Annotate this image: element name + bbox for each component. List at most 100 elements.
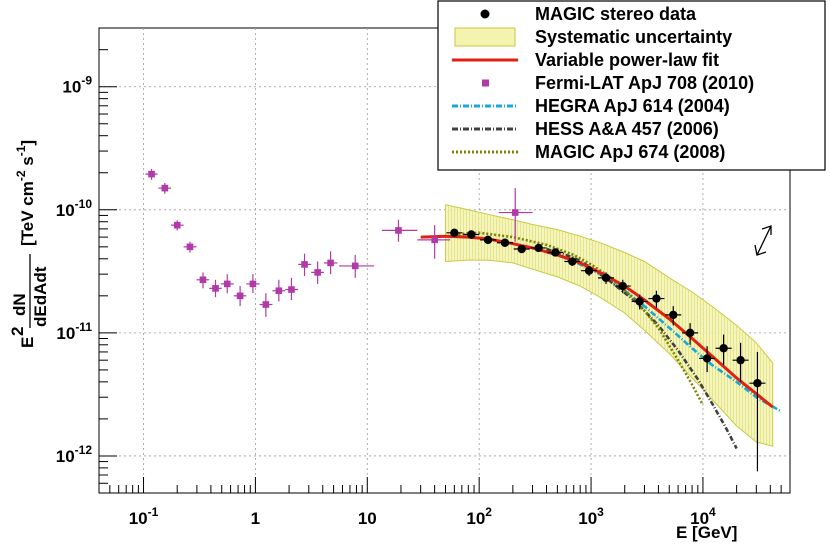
y-tick-label: 10-11 (56, 320, 92, 343)
legend-item: Fermi-LAT ApJ 708 (2010) (482, 73, 754, 93)
magic-data-point (699, 346, 716, 373)
x-tick-label: 102 (466, 505, 492, 528)
legend-label: MAGIC stereo data (535, 4, 697, 24)
x-tick-label: 10 (358, 509, 377, 528)
point-marker (568, 257, 577, 266)
double-arrow-icon (754, 225, 772, 256)
magic-data-point (480, 235, 497, 245)
fermi-data-point (259, 293, 273, 317)
data-points-layer (145, 168, 766, 472)
x-tick-label-exp: 2 (485, 505, 492, 519)
x-tick-label-exp: -1 (148, 505, 159, 519)
point-marker (652, 294, 661, 303)
fermi-data-point (246, 274, 260, 294)
fermi-data-point (311, 261, 324, 284)
y-title-units-a: [TeV cm (18, 181, 37, 246)
x-tick-label-base: 10 (466, 509, 485, 528)
magic-data-point (749, 351, 766, 472)
variable-power-law-fit-line (420, 234, 774, 409)
legend-item: HEGRA ApJ 614 (2004) (452, 96, 730, 116)
magic-data-point (446, 228, 463, 238)
fermi-data-point (285, 277, 299, 300)
x-tick-label-base: 10 (690, 509, 709, 528)
y-tick-label: 10-12 (56, 443, 93, 466)
fermi-data-point (323, 251, 338, 275)
y-tick-label-base: 10 (56, 201, 75, 220)
y-tick-label-exp: -10 (75, 197, 93, 211)
magic-data-point (513, 244, 530, 254)
legend-item: HESS A&A 457 (2006) (452, 119, 719, 139)
legend-item: MAGIC ApJ 674 (2008) (452, 142, 725, 162)
magic-data-point (547, 248, 564, 257)
magic-data-point (648, 290, 665, 308)
legend-label: Systematic uncertainty (535, 27, 732, 47)
fermi-data-point (498, 188, 533, 242)
magic-data-point (564, 257, 581, 266)
y-title-units-exp1: -2 (14, 170, 28, 181)
fermi-data-point (339, 254, 375, 278)
x-tick-label: 1 (251, 509, 260, 528)
legend-label: MAGIC ApJ 674 (2008) (535, 142, 725, 162)
x-tick-label-exp: 3 (597, 505, 604, 519)
fermi-data-point (220, 274, 234, 294)
fit-layer (420, 234, 774, 409)
fermi-data-point (145, 168, 158, 180)
y-tick-label-exp: -12 (75, 443, 93, 457)
point-marker (186, 243, 194, 251)
y-title-units-end: ] (18, 140, 37, 146)
y-tick-label: 10-9 (62, 74, 92, 97)
magic-data-point (682, 323, 699, 345)
fermi-data-point (298, 253, 312, 276)
point-marker (618, 281, 627, 291)
legend-item: Systematic uncertainty (454, 27, 732, 47)
legend-swatch (480, 9, 490, 19)
reference-curve (454, 231, 705, 406)
reference-curve (556, 253, 782, 413)
magic-data-point (631, 294, 648, 310)
point-marker (148, 170, 155, 178)
magic-data-point (463, 230, 480, 239)
point-marker (450, 228, 459, 238)
x-tick-label-base: 10 (578, 509, 597, 528)
point-marker (753, 379, 762, 388)
point-marker (262, 301, 270, 308)
fermi-data-point (183, 241, 197, 253)
legend-label: Variable power-law fit (535, 50, 719, 70)
y-tick-label-base: 10 (62, 78, 81, 97)
point-marker (601, 273, 611, 283)
legend-label: HEGRA ApJ 614 (2004) (535, 96, 730, 116)
magic-data-point (581, 265, 598, 276)
magic-data-point (665, 306, 682, 326)
legend-item: MAGIC stereo data (480, 4, 697, 24)
magic-data-point (614, 279, 631, 294)
point-marker (534, 243, 543, 253)
legend-label: HESS A&A 457 (2006) (535, 119, 719, 139)
legend-label: Fermi-LAT ApJ 708 (2010) (535, 73, 754, 93)
y-tick-label: 10-10 (56, 197, 93, 220)
y-tick-label-exp: -9 (81, 74, 92, 88)
point-marker (685, 328, 695, 338)
legend-items: MAGIC stereo data Systematic uncertainty V… (452, 4, 754, 162)
point-marker (223, 280, 231, 288)
x-tick-label-base: 10 (129, 509, 148, 528)
y-title-e-exp: 2 (8, 327, 27, 336)
point-marker (199, 276, 207, 284)
magic-data-point (732, 342, 749, 382)
point-marker (301, 261, 308, 268)
y-title-e: E (18, 337, 37, 348)
point-marker (395, 227, 402, 234)
x-tick-label-base: 1 (251, 509, 260, 528)
y-title-units: [TeV cm-2 s-1] (14, 140, 37, 246)
fermi-data-point (417, 225, 451, 259)
x-tick-label-exp: 4 (709, 505, 716, 519)
point-marker (635, 297, 644, 306)
point-marker (551, 248, 560, 257)
magic-data-point (530, 243, 547, 253)
point-marker (736, 355, 745, 365)
legend-swatch (482, 79, 489, 87)
point-marker (669, 310, 678, 320)
point-marker (275, 287, 283, 295)
fermi-data-point (272, 279, 286, 302)
point-marker (517, 244, 526, 254)
